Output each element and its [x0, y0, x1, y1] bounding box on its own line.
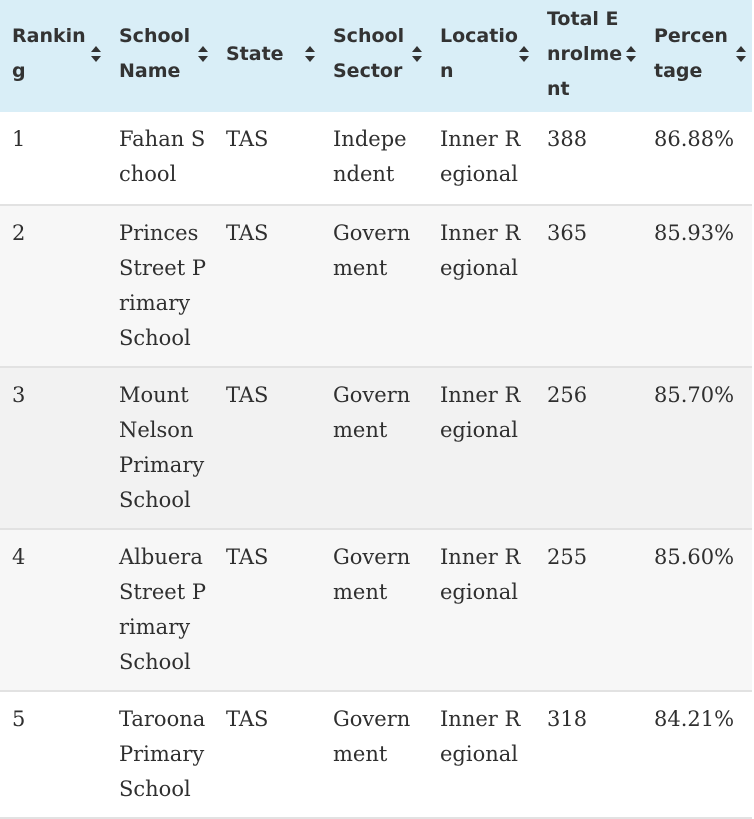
- column-header-school-name[interactable]: School Name: [107, 0, 214, 112]
- cell-total-enrolment: 388: [547, 127, 588, 151]
- cell-state: TAS: [226, 383, 269, 407]
- sort-arrows-icon[interactable]: [736, 46, 746, 62]
- table-row: 4 Albuera Street Primary School TAS Gove…: [0, 529, 752, 691]
- sort-arrows-icon[interactable]: [412, 46, 422, 62]
- table-row: 1 Fahan School TAS Independent Inner Reg…: [0, 112, 752, 205]
- table-row: 3 Mount Nelson Primary School TAS Govern…: [0, 367, 752, 529]
- column-header-school-sector[interactable]: School Sector: [321, 0, 428, 112]
- sort-arrows-icon[interactable]: [626, 46, 636, 62]
- cell-state: TAS: [226, 545, 269, 569]
- cell-school-name: Princes Street Primary School: [119, 221, 206, 350]
- cell-percentage: 85.93%: [654, 221, 735, 245]
- sort-arrows-icon[interactable]: [91, 46, 101, 62]
- column-header-percentage[interactable]: Percentage: [642, 0, 752, 112]
- cell-percentage: 86.88%: [654, 127, 735, 151]
- cell-ranking: 5: [12, 707, 26, 731]
- cell-school-sector: Government: [333, 383, 411, 442]
- column-header-label: Location: [440, 25, 518, 82]
- cell-school-name: Taroona Primary School: [119, 707, 206, 801]
- cell-percentage: 85.60%: [654, 545, 735, 569]
- table-body: 1 Fahan School TAS Independent Inner Reg…: [0, 112, 752, 818]
- column-header-ranking[interactable]: Ranking: [0, 0, 107, 112]
- column-header-state[interactable]: State: [214, 0, 321, 112]
- sort-arrows-icon[interactable]: [305, 46, 315, 62]
- cell-school-sector: Government: [333, 221, 411, 280]
- column-header-label: School Sector: [333, 25, 405, 82]
- header-row: Ranking School Name State School Sector …: [0, 0, 752, 112]
- cell-location: Inner Regional: [440, 545, 521, 604]
- cell-location: Inner Regional: [440, 707, 521, 766]
- cell-ranking: 3: [12, 383, 26, 407]
- column-header-location[interactable]: Location: [428, 0, 535, 112]
- cell-percentage: 85.70%: [654, 383, 735, 407]
- cell-total-enrolment: 255: [547, 545, 588, 569]
- cell-school-name: Fahan School: [119, 127, 206, 186]
- table-row: 2 Princes Street Primary School TAS Gove…: [0, 205, 752, 367]
- column-header-label: Ranking: [12, 25, 86, 82]
- cell-location: Inner Regional: [440, 221, 521, 280]
- cell-location: Inner Regional: [440, 127, 521, 186]
- cell-ranking: 2: [12, 221, 26, 245]
- column-header-label: Total Enrolment: [547, 7, 623, 100]
- cell-state: TAS: [226, 127, 269, 151]
- cell-school-sector: Independent: [333, 127, 407, 186]
- cell-location: Inner Regional: [440, 383, 521, 442]
- column-header-label: Percentage: [654, 25, 728, 82]
- table-header: Ranking School Name State School Sector …: [0, 0, 752, 112]
- cell-total-enrolment: 256: [547, 383, 588, 407]
- cell-state: TAS: [226, 707, 269, 731]
- table-row: 5 Taroona Primary School TAS Government …: [0, 691, 752, 818]
- cell-school-name: Mount Nelson Primary School: [119, 383, 205, 512]
- cell-total-enrolment: 318: [547, 707, 588, 731]
- cell-state: TAS: [226, 221, 269, 245]
- cell-school-sector: Government: [333, 707, 411, 766]
- sort-arrows-icon[interactable]: [198, 46, 208, 62]
- cell-total-enrolment: 365: [547, 221, 588, 245]
- column-header-label: State: [226, 42, 284, 65]
- cell-percentage: 84.21%: [654, 707, 735, 731]
- cell-ranking: 4: [12, 545, 26, 569]
- column-header-label: School Name: [119, 25, 191, 82]
- cell-school-sector: Government: [333, 545, 411, 604]
- cell-ranking: 1: [12, 127, 26, 151]
- sort-arrows-icon[interactable]: [519, 46, 529, 62]
- column-header-total-enrolment[interactable]: Total Enrolment: [535, 0, 642, 112]
- cell-school-name: Albuera Street Primary School: [119, 545, 206, 674]
